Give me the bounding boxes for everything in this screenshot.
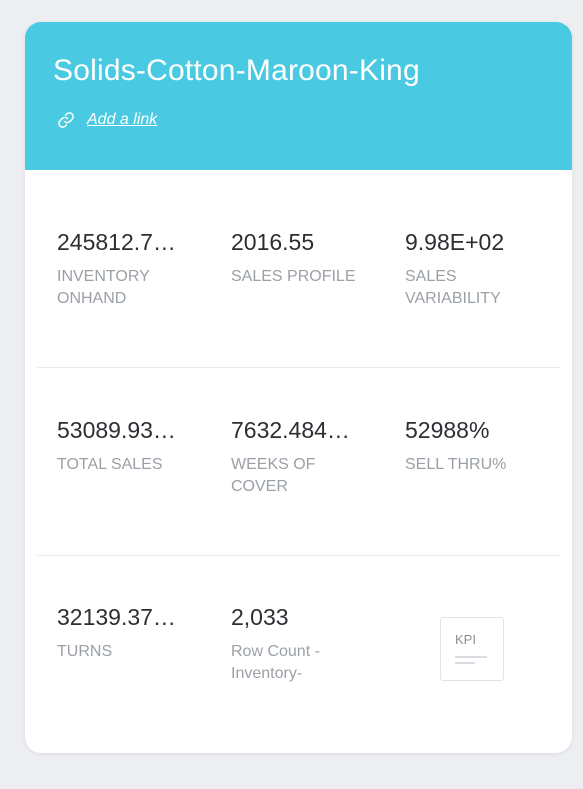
metric-row-count[interactable]: 2,033 Row Count - Inventory- xyxy=(231,604,371,685)
metric-label: TOTAL SALES xyxy=(57,456,163,473)
kpi-card: Solids-Cotton-Maroon-King Add a link 245… xyxy=(25,22,572,753)
add-link-button[interactable]: Add a link xyxy=(87,111,158,128)
card-body: 245812.7… INVENTORY ONHAND 2016.55 SALES… xyxy=(37,170,560,753)
kpi-thumbnail[interactable]: KPI xyxy=(440,617,504,681)
metric-sales-profile[interactable]: 2016.55 SALES PROFILE xyxy=(231,229,371,288)
add-link-row[interactable]: Add a link xyxy=(57,111,157,129)
metric-value: 2016.55 xyxy=(231,229,315,255)
kpi-icon-label: KPI xyxy=(455,632,476,647)
metric-turns[interactable]: 32139.37… TURNS xyxy=(57,604,197,663)
metric-label: INVENTORY ONHAND xyxy=(57,268,150,307)
metric-value: 2,033 xyxy=(231,604,289,630)
metric-value: 32139.37… xyxy=(57,604,176,630)
metric-label: TURNS xyxy=(57,643,113,660)
metric-total-sales[interactable]: 53089.93… TOTAL SALES xyxy=(57,417,197,476)
metric-label: SELL THRU% xyxy=(405,456,507,473)
metric-row-1 xyxy=(37,170,560,368)
metric-label: Row Count - Inventory- xyxy=(231,643,320,682)
metric-sell-thru[interactable]: 52988% SELL THRU% xyxy=(405,417,545,476)
link-icon[interactable] xyxy=(57,111,75,129)
metric-value: 245812.7… xyxy=(57,229,176,255)
metric-label: SALES PROFILE xyxy=(231,268,356,285)
metric-weeks-of-cover[interactable]: 7632.484… WEEKS OF COVER xyxy=(231,417,371,498)
card-title: Solids-Cotton-Maroon-King xyxy=(53,54,420,87)
metric-label: WEEKS OF COVER xyxy=(231,456,316,495)
metric-sales-variability[interactable]: 9.98E+02 SALES VARIABILITY xyxy=(405,229,545,310)
kpi-icon-line xyxy=(455,656,487,658)
kpi-icon-line xyxy=(455,662,475,664)
metric-inventory-onhand[interactable]: 245812.7… INVENTORY ONHAND xyxy=(57,229,197,310)
metric-value: 9.98E+02 xyxy=(405,229,505,255)
card-header: Solids-Cotton-Maroon-King Add a link xyxy=(25,22,572,170)
metric-value: 53089.93… xyxy=(57,417,176,443)
metric-value: 7632.484… xyxy=(231,417,350,443)
metric-value: 52988% xyxy=(405,417,490,443)
metric-label: SALES VARIABILITY xyxy=(405,268,501,307)
metric-row-2 xyxy=(37,368,560,556)
